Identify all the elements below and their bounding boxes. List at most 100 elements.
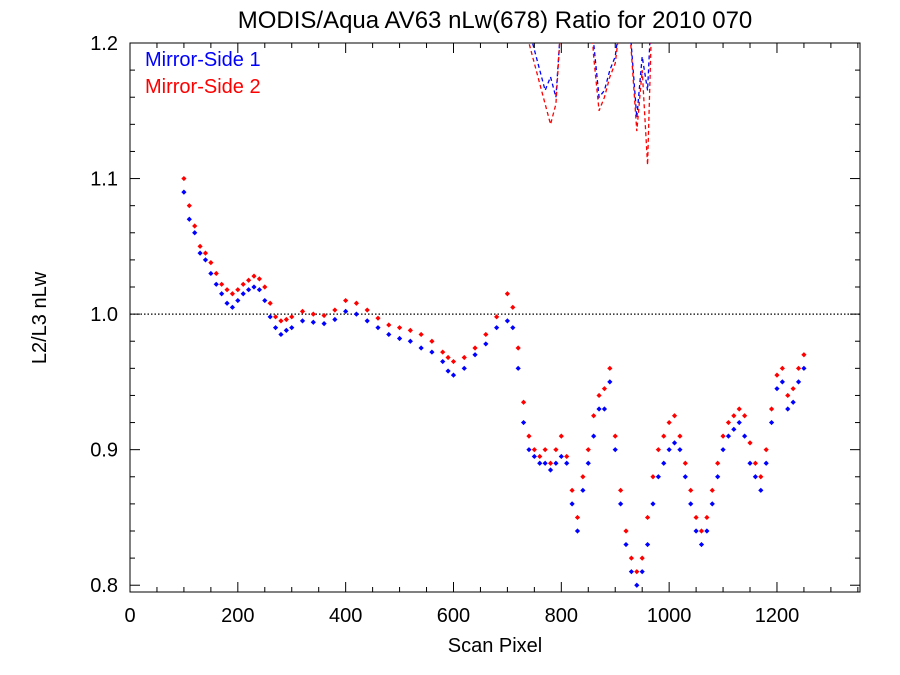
data-point-ms1 bbox=[407, 338, 413, 344]
data-point-ms2 bbox=[186, 203, 192, 209]
x-tick-label: 1000 bbox=[647, 605, 692, 627]
data-point-ms1 bbox=[763, 460, 769, 466]
data-point-ms1 bbox=[585, 460, 591, 466]
y-tick-label: 1.2 bbox=[90, 33, 118, 55]
data-point-ms2 bbox=[386, 322, 392, 328]
data-point-ms2 bbox=[580, 474, 586, 480]
data-point-ms1 bbox=[396, 335, 403, 342]
data-point-ms2 bbox=[235, 287, 241, 293]
data-point-ms2 bbox=[768, 406, 775, 412]
legend-mirror-side-2: Mirror-Side 2 bbox=[145, 76, 261, 98]
data-point-ms1 bbox=[795, 379, 802, 385]
data-point-ms1 bbox=[709, 501, 715, 507]
data-point-ms1 bbox=[752, 474, 759, 480]
data-point-ms1 bbox=[364, 318, 370, 324]
data-point-ms1 bbox=[569, 501, 575, 507]
data-point-ms1 bbox=[386, 331, 392, 338]
data-point-ms2 bbox=[774, 372, 780, 378]
data-point-ms1 bbox=[186, 216, 192, 222]
data-point-ms2 bbox=[742, 413, 748, 419]
data-point-ms2 bbox=[289, 314, 295, 320]
data-point-ms2 bbox=[790, 386, 796, 392]
data-point-ms2 bbox=[472, 345, 478, 351]
data-point-ms2 bbox=[558, 433, 564, 439]
data-point-ms1 bbox=[283, 327, 289, 333]
data-point-ms2 bbox=[661, 433, 667, 439]
data-point-ms1 bbox=[801, 365, 807, 371]
data-point-ms2 bbox=[192, 223, 198, 229]
data-point-ms2 bbox=[736, 406, 742, 412]
data-point-ms2 bbox=[731, 413, 737, 419]
data-point-ms1 bbox=[472, 352, 478, 358]
y-axis-label: L2/L3 nLw bbox=[29, 271, 51, 364]
data-point-ms2 bbox=[407, 327, 413, 333]
data-point-ms2 bbox=[779, 365, 785, 371]
data-point-ms2 bbox=[591, 413, 597, 419]
data-point-ms1 bbox=[591, 433, 597, 439]
chart-title: MODIS/Aqua AV63 nLw(678) Ratio for 2010 … bbox=[238, 7, 753, 34]
data-point-ms2 bbox=[644, 514, 651, 521]
data-point-ms2 bbox=[229, 291, 236, 297]
data-point-ms2 bbox=[709, 487, 715, 493]
plot-area: 0 200 400 600 800 1000 1200 0.8 0.9 1.0 1.1 1.2 bbox=[90, 33, 861, 627]
data-point-ms2 bbox=[520, 399, 527, 405]
data-point-ms1 bbox=[197, 250, 203, 256]
data-point-ms1 bbox=[520, 419, 527, 426]
data-point-ms1 bbox=[553, 460, 559, 466]
data-point-ms2 bbox=[445, 354, 451, 361]
data-point-ms2 bbox=[418, 331, 424, 338]
data-point-ms1 bbox=[246, 287, 252, 293]
data-point-ms2 bbox=[752, 460, 759, 466]
data-point-ms2 bbox=[618, 487, 624, 493]
data-point-ms1 bbox=[375, 325, 381, 331]
data-point-ms2 bbox=[547, 460, 554, 466]
data-point-ms2 bbox=[450, 358, 457, 365]
data-point-ms2 bbox=[283, 316, 289, 323]
x-tick-label: 200 bbox=[221, 605, 254, 627]
data-point-ms1 bbox=[731, 426, 737, 432]
data-point-ms1 bbox=[747, 460, 753, 466]
data-point-ms2 bbox=[299, 308, 306, 314]
data-point-ms1 bbox=[601, 406, 608, 412]
x-tick-label: 600 bbox=[437, 605, 470, 627]
data-point-ms2 bbox=[364, 307, 370, 313]
data-point-ms1 bbox=[693, 528, 699, 534]
data-point-ms1 bbox=[704, 528, 710, 534]
data-point-ms1 bbox=[531, 453, 537, 460]
data-point-ms2 bbox=[494, 314, 500, 320]
data-point-ms2 bbox=[677, 433, 683, 439]
data-point-ms2 bbox=[623, 528, 629, 534]
x-tick-label: 800 bbox=[545, 605, 578, 627]
data-point-ms1 bbox=[688, 501, 694, 507]
data-point-ms1 bbox=[623, 541, 629, 548]
data-point-ms1 bbox=[181, 189, 187, 195]
data-point-ms2 bbox=[537, 453, 543, 460]
data-point-ms2 bbox=[461, 354, 467, 361]
data-point-ms1 bbox=[758, 487, 764, 493]
data-point-ms2 bbox=[574, 514, 581, 521]
legend-mirror-side-1: Mirror-Side 1 bbox=[145, 49, 261, 71]
data-point-ms2 bbox=[504, 291, 511, 297]
data-point-ms2 bbox=[272, 314, 279, 320]
dashed-series-line bbox=[528, 43, 652, 166]
data-layer bbox=[181, 43, 807, 588]
x-tick-label: 1200 bbox=[755, 605, 800, 627]
data-point-ms2 bbox=[321, 312, 327, 319]
data-point-ms2 bbox=[655, 447, 661, 453]
data-point-ms2 bbox=[197, 243, 203, 249]
data-point-ms1 bbox=[785, 406, 791, 412]
y-tick-label: 0.8 bbox=[90, 575, 118, 597]
data-point-ms1 bbox=[650, 501, 656, 507]
data-point-ms2 bbox=[795, 365, 802, 371]
data-point-ms2 bbox=[763, 447, 769, 453]
data-point-ms2 bbox=[564, 453, 570, 460]
data-point-ms1 bbox=[547, 467, 554, 473]
data-point-ms2 bbox=[396, 325, 403, 331]
data-point-ms1 bbox=[445, 368, 451, 374]
data-point-ms2 bbox=[785, 392, 791, 399]
data-point-ms1 bbox=[661, 460, 667, 466]
data-point-ms1 bbox=[310, 319, 316, 325]
data-point-ms2 bbox=[483, 331, 489, 338]
data-point-ms2 bbox=[332, 307, 338, 313]
